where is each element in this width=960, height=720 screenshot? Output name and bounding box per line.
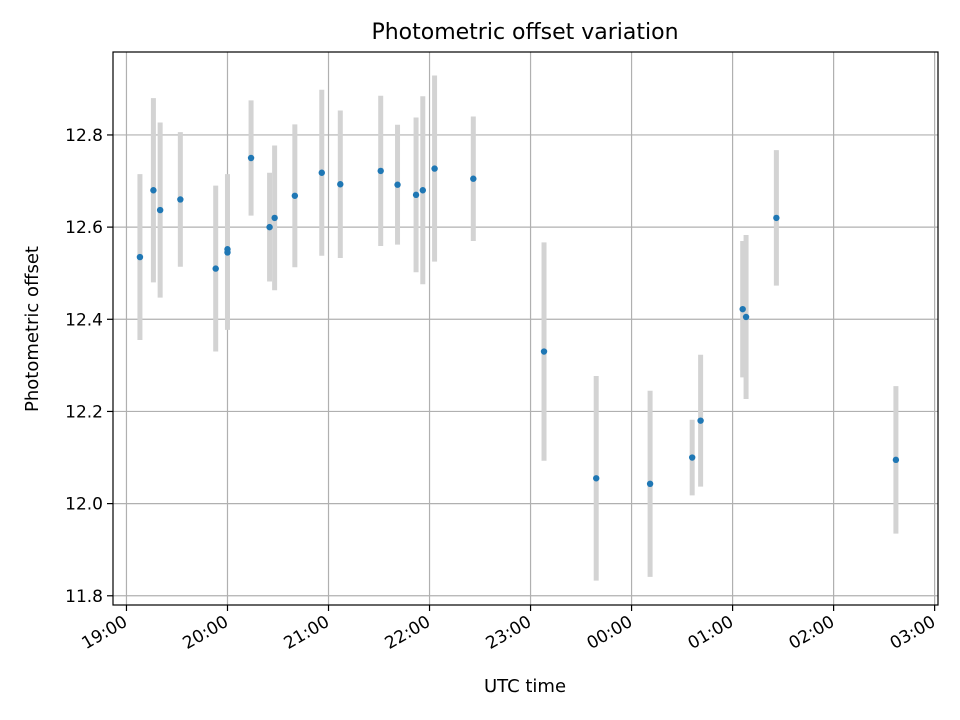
y-axis-label: Photometric offset — [22, 246, 43, 412]
data-point — [470, 175, 477, 182]
y-tick-label: 12.6 — [65, 218, 103, 238]
data-point — [150, 187, 157, 194]
data-point — [773, 214, 780, 222]
data-point — [271, 214, 278, 222]
grid-layer — [113, 52, 938, 605]
data-point — [377, 167, 384, 175]
point-layer — [136, 154, 900, 488]
y-tick-label: 11.8 — [65, 587, 103, 607]
data-point — [742, 313, 750, 321]
data-point — [892, 456, 900, 464]
data-point — [739, 305, 746, 313]
data-point — [266, 223, 273, 231]
data-point — [156, 206, 164, 214]
data-point — [212, 265, 219, 272]
data-point — [177, 196, 184, 203]
data-point — [688, 454, 696, 461]
data-point — [540, 348, 548, 355]
data-point — [247, 154, 255, 162]
x-axis-label: UTC time — [484, 676, 566, 697]
data-point — [136, 253, 144, 261]
y-tick-label: 12.2 — [65, 402, 103, 422]
y-tick-label: 12.0 — [65, 495, 103, 515]
plot-frame — [112, 51, 939, 606]
data-point — [224, 249, 231, 256]
data-point — [431, 165, 438, 172]
y-tick-label: 12.4 — [65, 310, 103, 330]
chart-title: Photometric offset variation — [371, 20, 678, 45]
data-point — [394, 181, 401, 188]
data-point — [291, 192, 299, 199]
data-point — [318, 169, 325, 176]
data-point — [697, 417, 704, 424]
data-point — [412, 191, 420, 199]
data-point — [337, 181, 344, 188]
data-point — [646, 480, 654, 488]
y-tick-label: 12.8 — [65, 126, 103, 146]
data-point — [593, 475, 600, 482]
data-point — [419, 187, 426, 194]
